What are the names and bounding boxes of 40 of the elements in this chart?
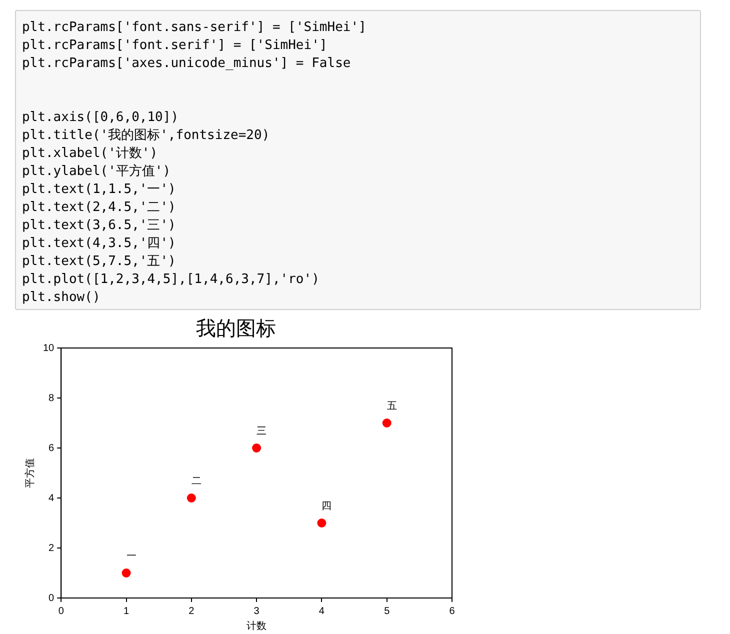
text: plt.title('我的图标',fontsize=20) [22,127,271,145]
y-tick-label: 8 [48,392,55,404]
y-tick-label: 6 [48,442,55,454]
text: plt.text(3,6.5,'三') [22,217,177,235]
y-axis-title: 平方值 [24,458,36,488]
x-tick-label: 4 [318,606,325,617]
text: plt.text(5,7.5,'五') [22,253,177,271]
point [186,494,196,502]
text: plt.show() [22,289,102,307]
text: plt.rcParams['font.sans-serif'] = ['SimHei'] [22,19,368,37]
text: plt.text(1,1.5,'一') [22,181,177,199]
y-tick-label: 2 [48,542,55,554]
text: plt.text(4,3.5,'四') [22,235,177,253]
text: plt.axis([0,6,0,10]) [22,109,180,127]
text: plt.plot([1,2,3,4,5],[1,4,6,3,7],'ro') [22,271,320,289]
text: plt.rcParams['axes.unicode_minus'] = False [22,55,352,73]
point [252,444,262,452]
annotation: 二 [191,476,202,487]
chart-title: 我的图标 [196,316,276,340]
x-tick-label: 1 [123,606,130,617]
y-tick-label: 4 [48,492,55,504]
y-tick-label: 0 [48,592,55,604]
text: plt.text(2,4.5,'二') [22,199,177,217]
point [122,568,131,578]
annotation: 三 [256,426,267,437]
x-tick-label: 3 [254,606,260,617]
x-tick-label: 2 [188,606,195,617]
text: plt.ylabel('平方值') [22,163,172,181]
text: plt.xlabel('计数') [22,145,159,163]
text: plt.rcParams['font.serif'] = ['SimHei'] [22,37,328,55]
x-tick-label: 0 [58,606,64,617]
x-tick-label: 6 [449,606,456,617]
point [317,518,326,528]
annotation: 四 [322,501,332,512]
x-tick-label: 5 [384,606,390,617]
annotation: 一 [126,551,136,562]
y-tick-label: 10 [43,342,55,354]
point [382,418,392,428]
annotation: 五 [386,401,397,412]
x-axis-title: 计数 [246,620,267,632]
